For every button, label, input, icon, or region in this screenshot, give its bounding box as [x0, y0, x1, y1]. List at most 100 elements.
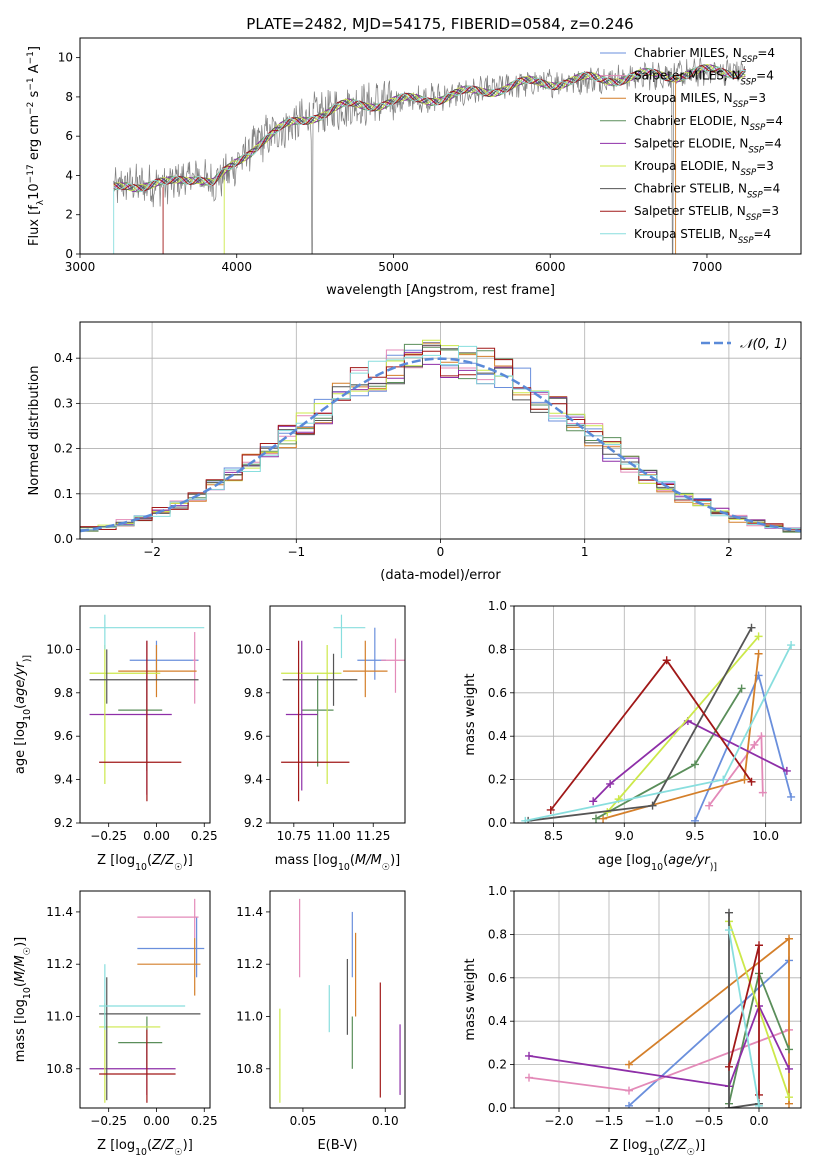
x-axis-label: Z [log10(Z/Z☉)]	[97, 1138, 193, 1158]
x-tick-label: 1	[581, 545, 589, 559]
weight-marker	[725, 1104, 733, 1108]
x-axis-label: mass [log10(M/M☉)]	[275, 853, 401, 873]
weight-marker	[606, 779, 615, 788]
weight-marker	[782, 766, 791, 775]
axes-frame	[79, 37, 802, 255]
normal-curve	[80, 357, 801, 533]
x-tick-label: 6000	[535, 260, 566, 274]
x-tick-label: 0.00	[143, 1114, 170, 1128]
y-tick-label: 11.4	[236, 905, 263, 919]
weight-marker	[755, 941, 763, 950]
x-tick-label: 8.5	[544, 829, 563, 843]
panel-spectrum: 3000 4000 5000 6000 7000 0 2 4 6 8 10 wavelength [A…	[26, 37, 802, 298]
weight-marker	[521, 816, 530, 823]
histogram-series	[80, 345, 801, 531]
weight-line	[527, 627, 753, 822]
weight-marker	[785, 1064, 793, 1073]
legend-entry: Salpeter ELODIE, NSSP=4	[634, 136, 782, 155]
y-tick-label: 2	[65, 208, 73, 222]
weight-marker	[525, 1073, 533, 1082]
weight-marker	[546, 805, 555, 814]
weight-marker	[690, 760, 699, 769]
weight-marker	[755, 1101, 763, 1108]
y-tick-label: 0	[65, 247, 73, 261]
y-axis-label: mass [log10(M/M☉)]	[13, 937, 33, 1063]
y-tick-label: 0.2	[54, 442, 73, 456]
y-tick-label: 0.3	[54, 396, 73, 410]
x-tick-label: 9.0	[615, 829, 634, 843]
y-tick-label: 9.8	[244, 686, 263, 700]
x-tick-label: −0.25	[90, 829, 127, 843]
y-tick-label: 0.6	[488, 686, 507, 700]
panel-weight_vs_age: 8.5 9.0 9.5 10.0 0.0 0.2 0.4 0.6 0.8 1.0 age [log1…	[463, 599, 802, 873]
panel-age_vs_Z: −0.25 0.00 0.25 9.2 9.4 9.6 9.8 10.0 Z [log10(Z/…	[13, 605, 218, 873]
legend-entry: Chabrier MILES, NSSP=4	[634, 46, 775, 65]
plot-area-spectrum	[113, 57, 747, 254]
x-tick-label: 0	[437, 545, 445, 559]
weight-marker	[754, 632, 763, 641]
y-tick-label: 0.6	[488, 971, 507, 985]
weight-marker	[599, 814, 608, 823]
x-tick-label: 0.10	[372, 1114, 399, 1128]
weight-marker	[625, 1060, 633, 1069]
x-tick-label: 0.00	[143, 829, 170, 843]
y-tick-label: 0.1	[54, 487, 73, 501]
weight-line	[606, 635, 760, 813]
y-tick-label: 0.2	[488, 1058, 507, 1072]
y-tick-label: 8	[65, 90, 73, 104]
legend-entry: Kroupa STELIB, NSSP=4	[634, 227, 771, 246]
weight-marker	[625, 1086, 633, 1095]
panel-weight_vs_Z: −2.0 −1.5 −1.0 −0.5 0.0 0.0 0.2 0.4 0.6 0.8 1.0 Z […	[463, 884, 802, 1158]
plot-area-mass_vs_EBV	[279, 898, 401, 1103]
panel-age_vs_mass: 10.75 11.00 11.25 9.2 9.4 9.6 9.8 10.0 mass [log…	[236, 605, 406, 873]
y-tick-label: 9.2	[244, 816, 263, 830]
x-axis-label: (data-model)/error	[380, 568, 501, 583]
x-tick-label: −0.25	[90, 1114, 127, 1128]
y-tick-label: 10	[58, 51, 73, 65]
y-tick-label: 0.0	[488, 1101, 507, 1115]
y-tick-label: 10.8	[46, 1062, 73, 1076]
y-tick-label: 11.2	[236, 957, 263, 971]
x-tick-label: 10.75	[277, 829, 311, 843]
weight-line	[708, 733, 764, 807]
x-tick-label: −1.0	[644, 1114, 673, 1128]
y-tick-label: 1.0	[488, 884, 507, 898]
x-tick-label: 3000	[65, 260, 96, 274]
x-tick-label: 2	[725, 545, 733, 559]
y-tick-label: 0.4	[488, 1014, 507, 1028]
x-tick-label: −2.0	[544, 1114, 573, 1128]
x-tick-label: 5000	[378, 260, 409, 274]
x-axis-label: Z [log10(Z/Z☉)]	[97, 853, 193, 873]
plot-area-age_vs_mass	[281, 614, 405, 802]
y-tick-label: 11.4	[46, 905, 73, 919]
weight-marker	[757, 732, 766, 741]
weight-marker	[787, 641, 796, 650]
weight-marker	[662, 656, 671, 665]
plot-area-weight_vs_age	[521, 623, 796, 823]
spectrum-model-line	[113, 64, 746, 191]
panel-mass_vs_EBV: 0.05 0.10 10.8 11.0 11.2 11.4 E(B-V)	[236, 890, 406, 1153]
weight-line	[728, 929, 760, 1106]
normal-legend-label: 𝒩(0, 1)	[740, 337, 787, 352]
weight-line	[592, 719, 788, 802]
legend-entry: Salpeter STELIB, NSSP=3	[634, 204, 779, 223]
y-axis-label: age [log10(age/yr)]	[13, 655, 33, 774]
x-tick-label: −0.5	[694, 1114, 723, 1128]
panel-mass_vs_Z: −0.25 0.00 0.25 10.8 11.0 11.2 11.4 Z [log10(Z/…	[13, 890, 218, 1158]
y-tick-label: 9.2	[54, 816, 73, 830]
x-tick-label: 0.25	[191, 829, 218, 843]
y-tick-label: 1.0	[488, 599, 507, 613]
weight-marker	[705, 801, 714, 810]
legend-entry: Kroupa MILES, NSSP=3	[634, 91, 766, 110]
y-tick-label: 9.4	[54, 773, 73, 787]
y-tick-label: 9.6	[54, 729, 73, 743]
plot-area-age_vs_Z	[89, 614, 205, 802]
spectrum-model-line	[113, 65, 746, 192]
x-tick-label: −1	[287, 545, 305, 559]
plot-area-mass_vs_Z	[89, 898, 205, 1103]
axes-frame	[79, 890, 211, 1109]
weight-marker	[747, 777, 756, 786]
legend-entry: Chabrier STELIB, NSSP=4	[634, 182, 780, 201]
plot-area-weight_vs_Z	[525, 908, 793, 1108]
